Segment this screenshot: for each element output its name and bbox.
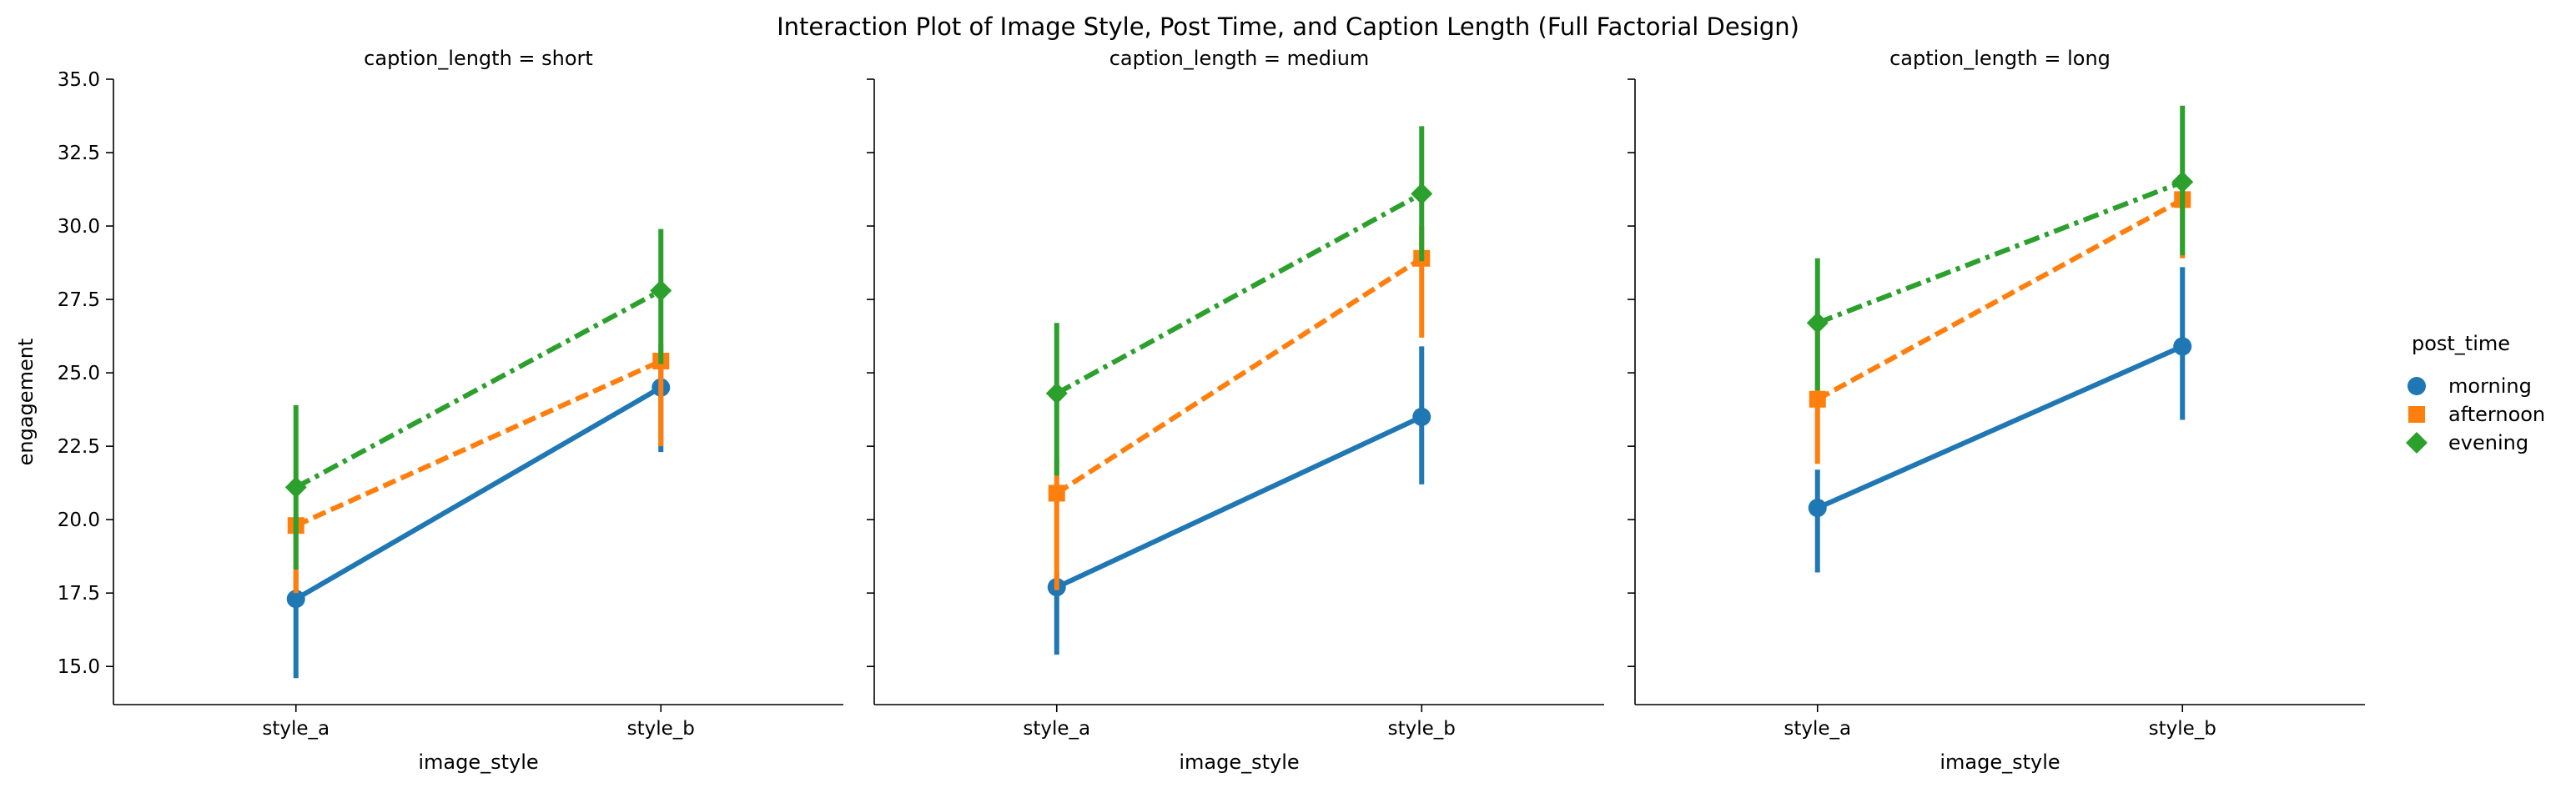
x-axis-label: image_style xyxy=(1940,750,2060,774)
legend-item-morning: morning xyxy=(2407,374,2532,398)
data-point-diamond xyxy=(284,476,307,499)
x-tick-label: style_b xyxy=(1388,718,1456,740)
panel-title: caption_length = medium xyxy=(1109,47,1370,70)
series-line xyxy=(294,359,662,528)
legend-item-evening: evening xyxy=(2406,431,2528,454)
series-line xyxy=(1816,179,2184,326)
data-point-diamond xyxy=(1806,312,1829,334)
data-point-circle xyxy=(2173,337,2192,356)
x-axis-label: image_style xyxy=(418,750,538,774)
data-point-diamond xyxy=(650,279,672,302)
y-tick-label: 35.0 xyxy=(58,69,100,91)
facet-panel-3: caption_length = long style_a style_bimage… xyxy=(1628,47,2365,774)
panel-title: caption_length = long xyxy=(1889,47,2111,70)
series-afternoon xyxy=(287,343,670,594)
legend-title: post_time xyxy=(2412,332,2510,355)
series-line xyxy=(1816,197,2184,402)
series-morning xyxy=(1047,346,1431,655)
y-tick-label: 20.0 xyxy=(58,509,100,531)
legend-label: evening xyxy=(2448,431,2528,454)
y-axis-label: engagement xyxy=(14,339,38,466)
legend-marker-circle xyxy=(2407,377,2426,395)
legend-marker-square xyxy=(2408,406,2425,423)
data-point-diamond xyxy=(2171,171,2194,193)
y-tick-label: 22.5 xyxy=(58,436,100,458)
series-line xyxy=(294,385,662,601)
x-tick-label: style_a xyxy=(262,718,330,740)
legend-label: afternoon xyxy=(2448,403,2545,426)
x-axis-label: image_style xyxy=(1179,750,1299,774)
legend-marker-diamond xyxy=(2406,432,2428,454)
y-tick-label: 27.5 xyxy=(58,289,100,311)
figure-title: Interaction Plot of Image Style, Post Ti… xyxy=(777,13,1799,41)
facet-panel-2: caption_length = medium style_a style_bima… xyxy=(867,47,1604,774)
series-line xyxy=(1055,256,1423,496)
series-line xyxy=(294,288,662,490)
series-line xyxy=(1816,344,2184,510)
y-tick-label: 32.5 xyxy=(58,143,100,164)
x-tick-label: style_b xyxy=(627,718,695,740)
data-point-diamond xyxy=(1045,382,1068,404)
x-tick-label: style_a xyxy=(1023,718,1090,740)
series-line xyxy=(1055,414,1423,590)
facet-panels: caption_length = short 15.0 17.5 20.0 22.5 25… xyxy=(14,47,2365,774)
series-morning xyxy=(286,364,671,679)
legend-label: morning xyxy=(2448,374,2532,398)
y-tick-label: 17.5 xyxy=(58,583,100,605)
series-evening xyxy=(1806,105,2194,391)
legend-item-afternoon: afternoon xyxy=(2408,403,2545,426)
panel-title: caption_length = short xyxy=(364,47,593,70)
y-tick-label: 30.0 xyxy=(58,216,100,238)
series-evening xyxy=(284,228,672,570)
data-point-square xyxy=(1809,390,1826,408)
series-afternoon xyxy=(1048,226,1431,590)
data-point-circle xyxy=(286,590,305,609)
series-morning xyxy=(1808,267,2192,573)
data-point-diamond xyxy=(1411,183,1433,205)
data-point-square xyxy=(1048,484,1065,502)
y-tick-label: 25.0 xyxy=(58,363,100,384)
data-point-circle xyxy=(1808,499,1827,518)
x-tick-label: style_a xyxy=(1784,718,1851,740)
facet-panel-1: caption_length = short 15.0 17.5 20.0 22.5 25… xyxy=(58,47,843,774)
series-evening xyxy=(1045,126,1433,476)
x-tick-label: style_b xyxy=(2149,718,2216,740)
y-tick-label: 15.0 xyxy=(58,656,100,678)
series-afternoon xyxy=(1809,188,2191,464)
series-line xyxy=(1055,191,1423,396)
data-point-circle xyxy=(1412,407,1431,426)
